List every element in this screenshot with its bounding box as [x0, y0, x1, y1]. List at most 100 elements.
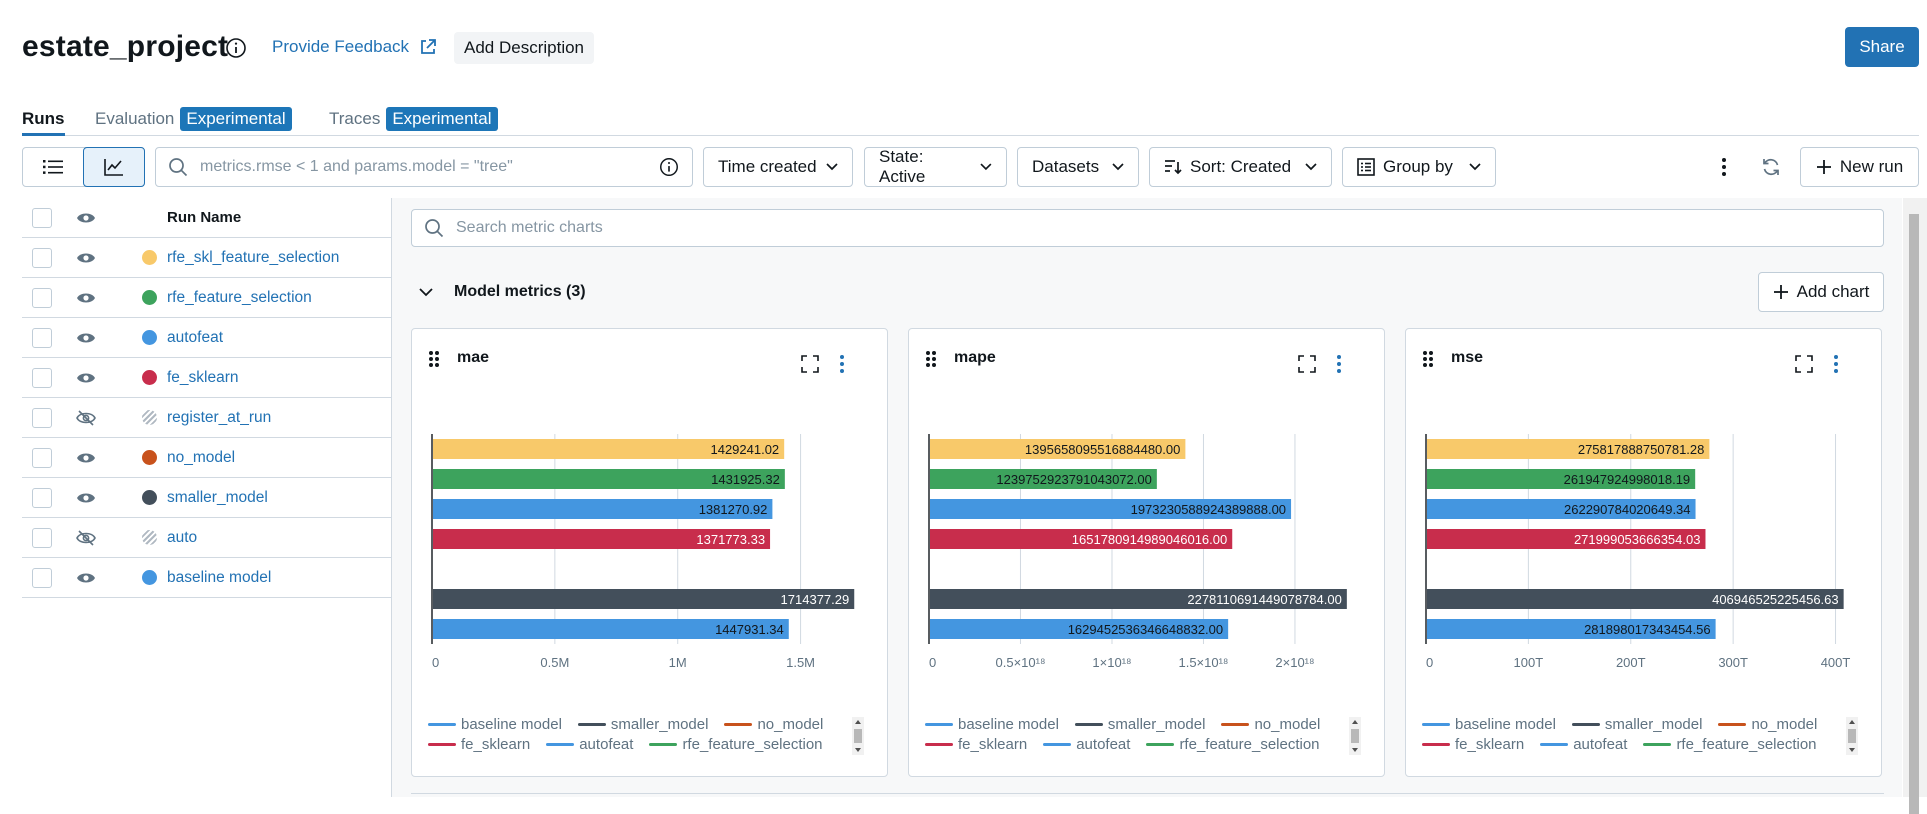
table-view-button[interactable]	[23, 148, 84, 186]
more-options-button[interactable]	[1706, 147, 1742, 187]
bar-rfe_feature_selection[interactable]	[930, 469, 1157, 489]
legend-item[interactable]: baseline model	[925, 716, 1059, 733]
bar-smaller_model[interactable]	[930, 589, 1347, 609]
share-button[interactable]: Share	[1845, 27, 1919, 67]
run-color-dot[interactable]	[142, 490, 157, 505]
fullscreen-icon[interactable]	[1298, 355, 1316, 373]
toggle-all-visibility[interactable]	[76, 207, 98, 229]
new-run-button[interactable]: New run	[1800, 147, 1919, 187]
add-description-button[interactable]: Add Description	[454, 32, 595, 64]
bar-smaller_model[interactable]	[1427, 589, 1844, 609]
run-select-checkbox[interactable]	[32, 287, 52, 308]
bar-fe_sklearn[interactable]	[1427, 529, 1706, 549]
run-name-link[interactable]: fe_sklearn	[167, 368, 239, 386]
legend-item[interactable]: no_model	[1718, 716, 1817, 733]
fullscreen-icon[interactable]	[1795, 355, 1813, 373]
legend-item[interactable]: rfe_feature_selection	[1146, 736, 1320, 753]
info-icon[interactable]	[658, 156, 680, 178]
tab-traces[interactable]: Traces Experimental	[329, 104, 498, 134]
provide-feedback-link[interactable]: Provide Feedback	[272, 37, 437, 57]
run-select-checkbox[interactable]	[32, 407, 52, 428]
run-visibility-toggle[interactable]	[76, 287, 98, 309]
run-visibility-toggle[interactable]	[76, 327, 98, 349]
drag-handle-icon[interactable]	[428, 350, 440, 368]
run-visibility-toggle[interactable]	[76, 447, 98, 469]
legend-item[interactable]: rfe_feature_selection	[649, 736, 823, 753]
bar-baseline-model[interactable]	[930, 619, 1229, 639]
legend-scrollbar[interactable]	[852, 717, 864, 755]
run-select-checkbox[interactable]	[32, 487, 52, 508]
run-select-checkbox[interactable]	[32, 447, 52, 468]
legend-item[interactable]: fe_sklearn	[1422, 736, 1524, 753]
tab-runs[interactable]: Runs	[22, 104, 65, 136]
state-dropdown[interactable]: State: Active	[864, 147, 1007, 187]
legend-scrollbar[interactable]	[1846, 717, 1858, 755]
run-name-link[interactable]: rfe_skl_feature_selection	[167, 248, 340, 266]
run-select-checkbox[interactable]	[32, 567, 52, 588]
page-scrollbar-thumb[interactable]	[1909, 214, 1919, 814]
run-name-link[interactable]: baseline model	[167, 568, 272, 586]
kebab-menu-icon[interactable]	[1336, 354, 1342, 374]
legend-item[interactable]: autofeat	[1540, 736, 1627, 753]
select-all-checkbox[interactable]	[32, 207, 52, 228]
run-select-checkbox[interactable]	[32, 327, 52, 348]
run-name-link[interactable]: register_at_run	[167, 408, 272, 426]
kebab-menu-icon[interactable]	[1833, 354, 1839, 374]
legend-item[interactable]: smaller_model	[1571, 716, 1702, 733]
run-color-dot[interactable]	[142, 250, 157, 265]
bar-rfe_skl_feature_selection[interactable]	[1427, 439, 1710, 459]
runs-search-input[interactable]	[198, 157, 648, 177]
bar-rfe_skl_feature_selection[interactable]	[433, 439, 785, 459]
tab-evaluation[interactable]: Evaluation Experimental	[95, 104, 292, 134]
legend-item[interactable]: fe_sklearn	[925, 736, 1027, 753]
add-chart-button[interactable]: Add chart	[1758, 272, 1884, 312]
run-name-link[interactable]: smaller_model	[167, 488, 268, 506]
bar-autofeat[interactable]	[930, 499, 1292, 519]
run-color-dot[interactable]	[142, 290, 157, 305]
run-select-checkbox[interactable]	[32, 367, 52, 388]
bar-rfe_feature_selection[interactable]	[1427, 469, 1696, 489]
run-select-checkbox[interactable]	[32, 247, 52, 268]
legend-item[interactable]: rfe_feature_selection	[1643, 736, 1817, 753]
legend-item[interactable]: baseline model	[428, 716, 562, 733]
drag-handle-icon[interactable]	[925, 350, 937, 368]
run-color-dot[interactable]	[142, 370, 157, 385]
legend-item[interactable]: smaller_model	[577, 716, 708, 733]
bar-autofeat[interactable]	[1427, 499, 1696, 519]
panel-divider[interactable]	[391, 198, 392, 797]
chevron-down-icon[interactable]	[419, 287, 433, 297]
bar-rfe_feature_selection[interactable]	[433, 469, 785, 489]
run-visibility-toggle[interactable]	[76, 247, 98, 269]
legend-item[interactable]: smaller_model	[1074, 716, 1205, 733]
legend-item[interactable]: autofeat	[1043, 736, 1130, 753]
legend-item[interactable]: no_model	[1221, 716, 1320, 733]
bar-rfe_skl_feature_selection[interactable]	[930, 439, 1186, 459]
fullscreen-icon[interactable]	[801, 355, 819, 373]
legend-item[interactable]: no_model	[724, 716, 823, 733]
run-visibility-toggle[interactable]	[76, 567, 98, 589]
group-by-dropdown[interactable]: Group by	[1342, 147, 1496, 187]
kebab-menu-icon[interactable]	[839, 354, 845, 374]
run-visibility-toggle[interactable]	[76, 407, 98, 429]
legend-item[interactable]: baseline model	[1422, 716, 1556, 733]
bar-fe_sklearn[interactable]	[930, 529, 1233, 549]
legend-scrollbar[interactable]	[1349, 717, 1361, 755]
run-color-dot[interactable]	[142, 330, 157, 345]
run-name-link[interactable]: rfe_feature_selection	[167, 288, 312, 306]
time-created-dropdown[interactable]: Time created	[703, 147, 853, 187]
bar-baseline-model[interactable]	[1427, 619, 1716, 639]
run-name-link[interactable]: no_model	[167, 448, 236, 466]
run-select-checkbox[interactable]	[32, 527, 52, 548]
run-color-dot[interactable]	[142, 530, 157, 545]
info-icon[interactable]	[224, 36, 248, 60]
page-scrollbar[interactable]	[1903, 198, 1927, 814]
legend-item[interactable]: fe_sklearn	[428, 736, 530, 753]
bar-fe_sklearn[interactable]	[433, 529, 771, 549]
metric-charts-search-input[interactable]	[454, 218, 1871, 238]
run-visibility-toggle[interactable]	[76, 487, 98, 509]
legend-item[interactable]: autofeat	[546, 736, 633, 753]
bar-autofeat[interactable]	[433, 499, 773, 519]
bar-smaller_model[interactable]	[433, 589, 855, 609]
run-visibility-toggle[interactable]	[76, 527, 98, 549]
run-name-link[interactable]: auto	[167, 528, 198, 546]
